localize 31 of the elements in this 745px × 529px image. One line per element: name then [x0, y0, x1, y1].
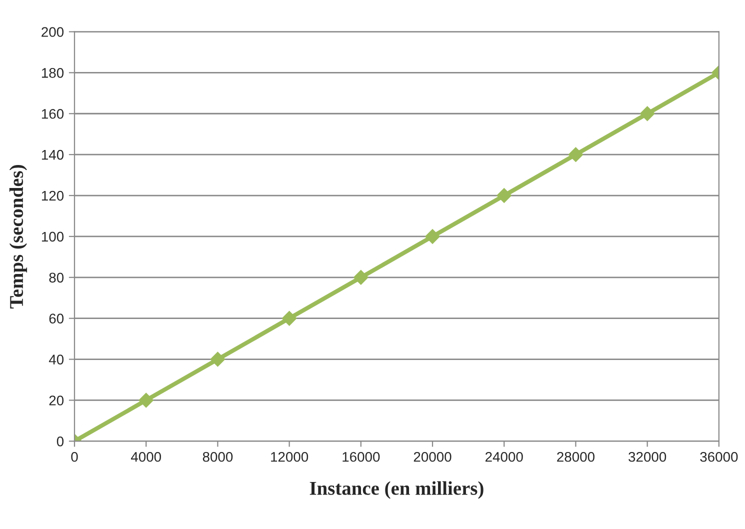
y-tick-label: 140: [42, 150, 64, 160]
point: [568, 147, 584, 162]
x-tick-label: 0: [71, 452, 78, 462]
x-axis-title: Instance (en milliers): [310, 481, 484, 499]
y-tick-label: 40: [48, 354, 64, 364]
y-tick-label: 80: [49, 272, 64, 283]
y-tick-label: 100: [42, 232, 64, 242]
point: [138, 392, 154, 408]
y-tick-label: 0: [56, 436, 64, 446]
y-tick-label: 20: [49, 396, 64, 406]
x-tick-label: 16000: [342, 452, 380, 462]
point: [496, 188, 512, 203]
x-tick-label: 36000: [700, 452, 738, 462]
y-tick-label: 120: [42, 190, 64, 201]
point: [282, 310, 297, 326]
x-tick-label: 12000: [271, 452, 308, 462]
y-tick-label: 60: [49, 314, 64, 324]
y-tick-label: 180: [42, 68, 64, 78]
x-tick-label: 24000: [486, 452, 523, 462]
point: [640, 106, 655, 122]
x-tick-label: 32000: [628, 452, 666, 462]
point: [425, 229, 440, 244]
x-tick-label: 28000: [557, 452, 594, 462]
x-tick-label: 4000: [130, 452, 162, 462]
point: [210, 352, 226, 367]
x-tick-label: 20000: [414, 452, 452, 462]
x-tick-label: 8000: [202, 452, 233, 462]
y-tick-label: 160: [42, 108, 64, 119]
y-axis-title: Temps (secondes): [9, 165, 28, 308]
y-tick-label: 200: [42, 27, 64, 37]
point: [354, 270, 368, 285]
